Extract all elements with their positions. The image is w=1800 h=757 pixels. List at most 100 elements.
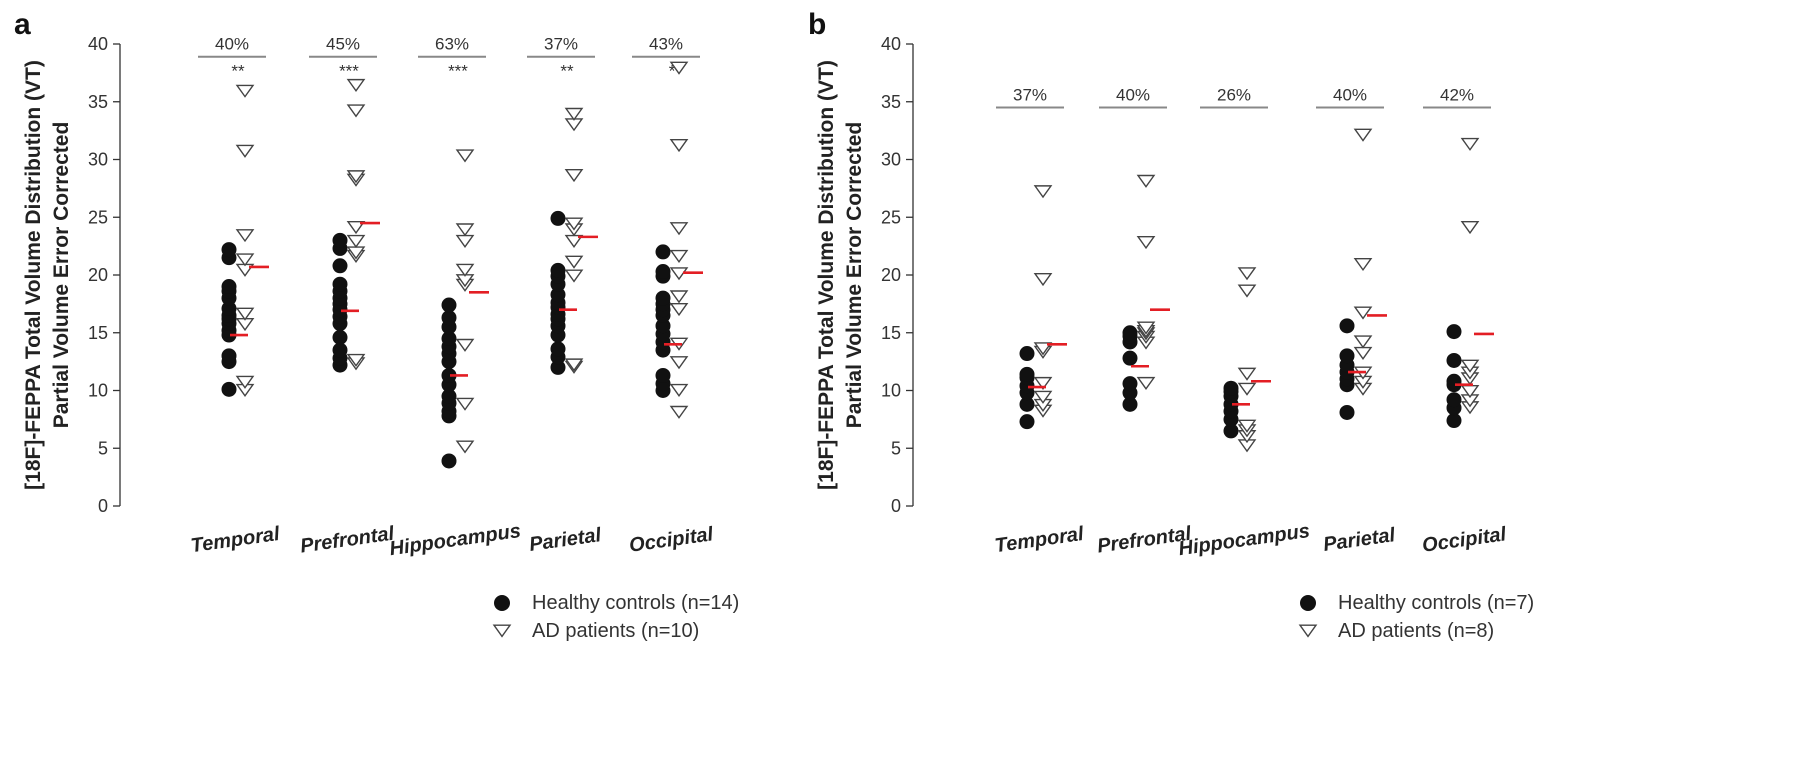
ad-point — [1237, 382, 1257, 396]
y-tick-label: 5 — [891, 438, 901, 458]
ad-point — [346, 78, 366, 93]
y-axis-label-2: Partial Volume Error Corrected — [50, 122, 73, 429]
ad-point — [1460, 137, 1480, 151]
hc-point — [1446, 413, 1462, 429]
y-tick-label: 40 — [881, 34, 901, 54]
y-tick-label: 10 — [881, 381, 901, 401]
legend-ad-label: AD patients (n=10) — [532, 620, 699, 642]
percent-label: 43% — [649, 35, 683, 54]
y-tick-label: 25 — [88, 207, 108, 227]
legend-ad-label: AD patients (n=8) — [1338, 620, 1494, 642]
category-label: Parietal — [528, 524, 603, 556]
ad-point — [669, 61, 689, 75]
y-tick-label: 10 — [88, 381, 108, 401]
hc-point — [441, 310, 457, 326]
hc-point — [441, 453, 457, 469]
hc-point — [550, 210, 566, 226]
ad-point — [669, 290, 689, 304]
hc-point — [332, 342, 348, 358]
y-tick-label: 0 — [891, 496, 901, 516]
hc-point — [1122, 376, 1138, 392]
ad-point — [669, 222, 689, 236]
significance-label: *** — [339, 62, 359, 81]
ad-point — [455, 234, 475, 248]
hc-point — [332, 276, 348, 292]
ad-point — [235, 144, 255, 158]
hc-point — [1019, 396, 1035, 412]
ad-point — [1033, 342, 1053, 356]
hc-point — [1019, 414, 1035, 430]
significance-label: *** — [448, 62, 468, 81]
hc-point — [655, 290, 671, 306]
hc-point — [655, 264, 671, 280]
hc-point — [1122, 396, 1138, 412]
hc-point — [550, 341, 566, 357]
hc-point — [221, 348, 237, 364]
ad-point — [669, 356, 689, 370]
percent-label: 40% — [215, 35, 249, 54]
hc-point — [441, 297, 457, 313]
ad-point — [1460, 220, 1480, 235]
ad-point — [1353, 128, 1373, 142]
ad-point — [1460, 359, 1480, 373]
y-tick-label: 30 — [88, 150, 108, 170]
ad-point — [455, 338, 475, 352]
ad-point — [564, 107, 584, 121]
ad-point — [1033, 272, 1053, 287]
panel-letter: a — [14, 8, 31, 41]
hc-point — [550, 262, 566, 278]
hc-point — [1446, 392, 1462, 408]
hc-point — [655, 244, 671, 260]
percent-label: 26% — [1217, 86, 1251, 105]
ad-point — [455, 440, 475, 454]
hc-point — [655, 367, 671, 383]
percent-label: 40% — [1116, 86, 1150, 105]
significance-label: * — [669, 62, 676, 81]
significance-label: ** — [231, 62, 245, 81]
percent-label: 37% — [1013, 86, 1047, 105]
ad-point — [1136, 174, 1156, 188]
ad-point — [346, 170, 366, 184]
hc-point — [1339, 318, 1355, 334]
y-tick-label: 5 — [98, 438, 108, 458]
category-label: Hippocampus — [388, 520, 522, 560]
hc-point — [221, 381, 237, 397]
category-label: Occipital — [1421, 523, 1508, 557]
ad-point — [235, 253, 255, 267]
hc-point — [1019, 346, 1035, 362]
y-tick-label: 35 — [881, 92, 901, 112]
ad-point — [669, 138, 689, 153]
hc-point — [221, 279, 237, 295]
category-label: Parietal — [1322, 524, 1397, 556]
ad-point — [455, 397, 475, 411]
ad-point — [1033, 376, 1053, 391]
category-label: Occipital — [628, 523, 715, 557]
hc-point — [441, 367, 457, 383]
ad-point — [564, 217, 584, 231]
y-axis-label: [18F]-FEPPA Total Volume Distribution (V… — [815, 60, 838, 490]
legend-hc-label: Healthy controls (n=7) — [1338, 592, 1534, 614]
y-tick-label: 0 — [98, 496, 108, 516]
ad-point — [564, 255, 584, 269]
legend-hc-label: Healthy controls (n=14) — [532, 592, 739, 614]
ad-point — [564, 269, 584, 283]
percent-label: 37% — [544, 35, 578, 54]
hc-point — [1446, 324, 1462, 340]
ad-point — [564, 169, 584, 183]
ad-point — [1136, 376, 1156, 391]
hc-point — [332, 258, 348, 274]
hc-point — [1223, 423, 1239, 439]
ad-point — [669, 383, 689, 397]
percent-label: 45% — [326, 35, 360, 54]
percent-label: 40% — [1333, 86, 1367, 105]
legend-hc-marker — [1300, 595, 1316, 611]
ad-point — [235, 229, 255, 243]
ad-point — [1353, 257, 1373, 272]
panel-a: a 0 5 10 15 20 25 30 35 40 [18F]-FEPPA Total Volum… — [14, 8, 739, 642]
ad-point — [1136, 321, 1156, 335]
ad-point — [235, 84, 255, 98]
hc-point — [550, 287, 566, 303]
y-tick-label: 35 — [88, 92, 108, 112]
hc-point — [655, 318, 671, 334]
